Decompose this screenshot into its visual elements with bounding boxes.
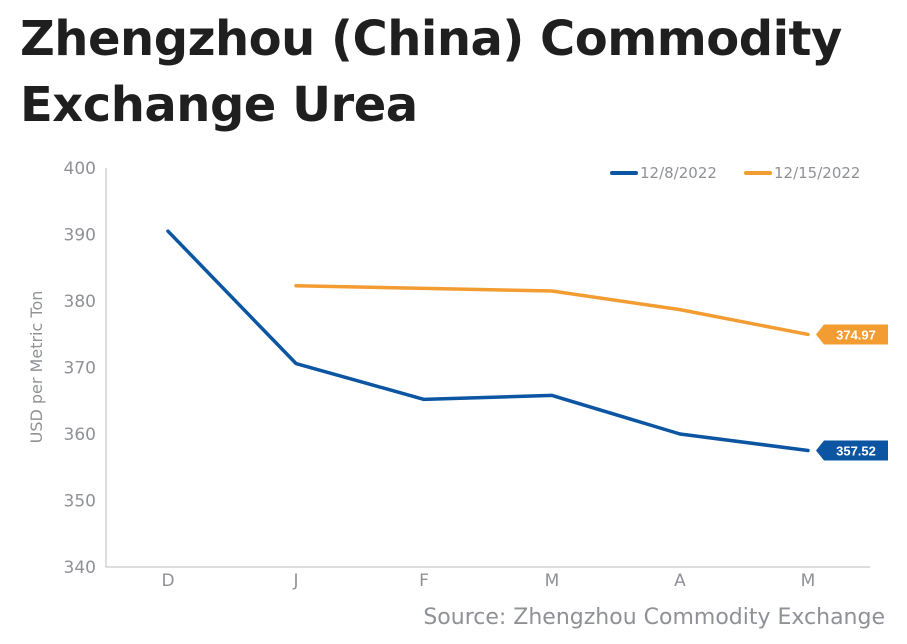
x-tick-label: J: [292, 571, 298, 591]
x-tick-label: D: [161, 571, 174, 591]
series-lines: [166, 229, 810, 453]
x-tick-label: A: [674, 571, 686, 591]
y-axis-title: USD per Metric Ton: [27, 291, 46, 444]
y-tick-label: 360: [64, 425, 96, 445]
source-note: Source: Zhengzhou Commodity Exchange: [423, 605, 885, 630]
y-axis: 340 350 360 370 380 390 400: [64, 159, 107, 578]
series-line-1: [166, 229, 810, 453]
x-tick-label: F: [419, 571, 429, 591]
data-labels: 357.52 374.97: [816, 324, 888, 461]
data-label-tag-2: [816, 324, 888, 345]
x-tick-label: M: [801, 571, 816, 591]
data-label-tag-1: [816, 440, 888, 461]
y-tick-label: 400: [64, 159, 96, 179]
legend-label-1: 12/8/2022: [640, 164, 717, 182]
y-tick-label: 370: [64, 359, 96, 379]
y-tick-label: 350: [64, 492, 96, 512]
y-tick-label: 340: [64, 558, 96, 578]
data-label-1: 357.52: [836, 443, 876, 458]
series-line-2: [294, 283, 810, 337]
data-label-2: 374.97: [836, 327, 876, 342]
legend-label-2: 12/15/2022: [774, 164, 860, 182]
x-tick-label: M: [545, 571, 560, 591]
chart-title: Zhengzhou (China) Commodity Exchange Ure…: [20, 11, 842, 133]
y-tick-label: 380: [64, 292, 96, 312]
y-tick-label: 390: [64, 226, 96, 246]
legend: 12/8/2022 12/15/2022: [610, 164, 860, 182]
